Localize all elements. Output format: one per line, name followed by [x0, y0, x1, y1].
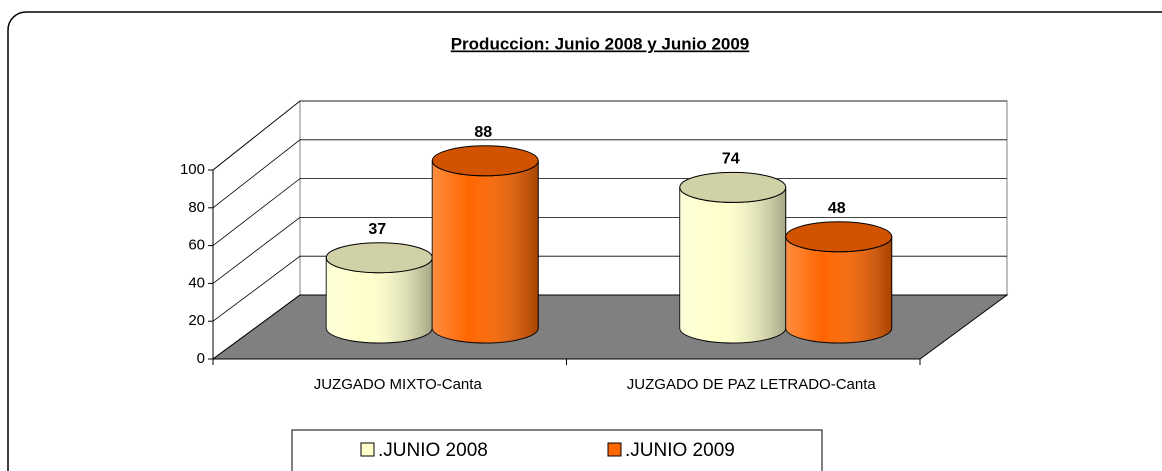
bar-shade — [432, 160, 539, 344]
bar-top — [785, 221, 893, 253]
cylinder — [785, 221, 893, 344]
chart-title: Produccion: Junio 2008 y Junio 2009 — [451, 34, 750, 53]
y-tick-label: 40 — [188, 274, 205, 291]
bar-top-shade — [679, 172, 786, 203]
bar-shade — [785, 236, 892, 344]
value-label: 37 — [368, 221, 386, 238]
legend-label: .JUNIO 2008 — [378, 440, 488, 461]
y-tick-label: 80 — [188, 199, 205, 216]
x-tick-label: JUZGADO DE PAZ LETRADO-Canta — [627, 376, 877, 393]
grid-line — [212, 139, 1007, 209]
value-label: 48 — [828, 200, 846, 217]
cylinder — [431, 145, 539, 344]
y-tick-label: 60 — [188, 237, 205, 254]
bar-shade — [326, 257, 433, 344]
y-tick-label: 20 — [188, 312, 205, 329]
grid-line — [212, 100, 1007, 171]
bar-top — [431, 145, 539, 177]
cylinder — [679, 171, 787, 344]
value-label: 74 — [722, 151, 740, 168]
bar-top-shade — [326, 242, 433, 273]
x-tick-label: JUZGADO MIXTO-Canta — [314, 376, 483, 393]
legend — [291, 429, 823, 471]
bar-shade — [679, 187, 786, 344]
bar-top-shade — [432, 145, 539, 176]
legend-swatch — [360, 442, 375, 457]
y-tick-label: 100 — [180, 161, 205, 178]
bar-top — [679, 171, 787, 203]
legend-swatch — [607, 442, 622, 457]
y-tick-label: 0 — [197, 350, 205, 367]
legend-label: .JUNIO 2009 — [625, 440, 735, 461]
bar-top-shade — [785, 221, 892, 252]
cylinder — [325, 242, 433, 344]
value-label: 88 — [474, 124, 492, 141]
